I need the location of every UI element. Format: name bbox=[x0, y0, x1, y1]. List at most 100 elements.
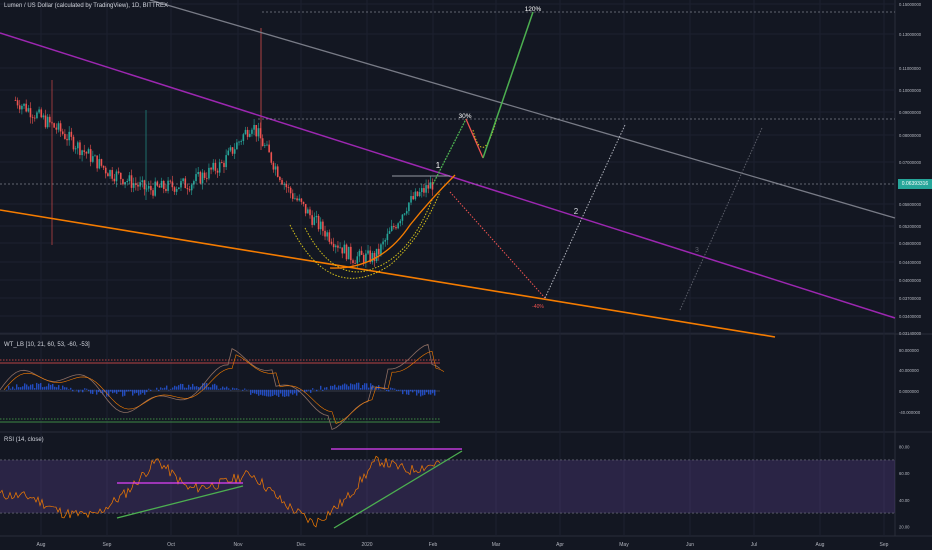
y-tick-label: 0.03400000 bbox=[899, 314, 922, 319]
candle-body bbox=[40, 109, 43, 118]
candle-body bbox=[113, 178, 116, 182]
current-price-tag: 0.06393316 bbox=[898, 179, 932, 189]
candle-body bbox=[304, 203, 307, 214]
wt-histogram-bar bbox=[78, 389, 80, 393]
candle-body bbox=[195, 174, 197, 182]
wt-histogram-bar bbox=[256, 389, 258, 395]
candle-body bbox=[83, 150, 86, 152]
candle-body bbox=[59, 123, 62, 132]
wt-y-tick-label: 0.0000000 bbox=[899, 389, 919, 394]
wave-label-1: 1 bbox=[436, 161, 441, 170]
wt-histogram-bar bbox=[190, 386, 192, 390]
candle-body bbox=[302, 201, 305, 204]
x-tick-label: Jun bbox=[686, 542, 694, 548]
candle-body bbox=[285, 183, 288, 188]
x-tick-label: Nov bbox=[234, 542, 243, 548]
candle-body bbox=[223, 162, 225, 168]
wt-histogram-bar bbox=[36, 382, 38, 390]
candle-body bbox=[279, 176, 281, 181]
wt-histogram-bar bbox=[388, 389, 390, 392]
candle-body bbox=[358, 250, 361, 257]
wt-histogram-bar bbox=[310, 389, 312, 393]
wt-histogram-bar bbox=[262, 389, 264, 396]
wt-histogram-bar bbox=[232, 387, 234, 390]
wt-histogram-bar bbox=[112, 389, 114, 394]
candle-body bbox=[203, 172, 206, 178]
candle-body bbox=[261, 138, 264, 147]
wt-histogram-bar bbox=[376, 386, 378, 390]
wt-histogram-bar bbox=[146, 389, 148, 393]
wt-histogram-bar bbox=[182, 384, 184, 390]
wt-histogram-bar bbox=[332, 385, 334, 390]
x-tick-label: Sep bbox=[880, 542, 889, 548]
wt-histogram-bar bbox=[84, 388, 86, 390]
wt-histogram-bar bbox=[150, 389, 152, 392]
candle-body bbox=[162, 180, 165, 189]
candle-body bbox=[420, 188, 423, 193]
candle-body bbox=[171, 181, 174, 188]
candle-body bbox=[330, 241, 333, 244]
wt-histogram-bar bbox=[252, 389, 254, 394]
candle-body bbox=[180, 181, 182, 188]
wt-histogram-bar bbox=[368, 387, 370, 390]
wt-histogram-bar bbox=[210, 387, 212, 390]
candle-body bbox=[362, 254, 365, 263]
candle-body bbox=[227, 150, 230, 156]
candle-body bbox=[154, 181, 156, 196]
candle-body bbox=[18, 105, 21, 110]
cup-curve-outer bbox=[289, 191, 441, 279]
wt-histogram-bar bbox=[290, 389, 292, 394]
wt-histogram-bar bbox=[204, 383, 206, 390]
wt-histogram-bar bbox=[142, 389, 144, 393]
wt-histogram-bar bbox=[270, 389, 272, 397]
wt-histogram-bar bbox=[410, 389, 412, 392]
rsi-band bbox=[0, 459, 895, 514]
wt-histogram-bar bbox=[172, 387, 174, 390]
wt-histogram-bar bbox=[306, 389, 308, 392]
candle-body bbox=[412, 196, 414, 200]
candle-body bbox=[98, 159, 101, 169]
candle-body bbox=[328, 232, 331, 242]
candle-body bbox=[307, 209, 309, 214]
y-tick-label: 0.08000000 bbox=[899, 133, 922, 138]
candle-body bbox=[216, 170, 219, 173]
gray-trendline bbox=[149, 0, 896, 219]
rsi-y-tick-label: 40.00 bbox=[899, 498, 910, 503]
wt-histogram-bar bbox=[164, 387, 166, 390]
wt-histogram-bar bbox=[14, 388, 16, 390]
candle-body bbox=[31, 117, 34, 119]
candle-body bbox=[283, 183, 285, 185]
wt-histogram-bar bbox=[134, 389, 136, 394]
candle-body bbox=[403, 213, 406, 215]
candle-body bbox=[25, 103, 27, 112]
candle-body bbox=[79, 142, 81, 156]
wt-histogram-bar bbox=[288, 389, 290, 397]
candle-body bbox=[408, 202, 410, 212]
rsi-y-tick-label: 20.00 bbox=[899, 524, 910, 529]
wt-histogram-bar bbox=[144, 389, 146, 395]
wt-histogram-bar bbox=[334, 384, 336, 390]
wt-histogram-bar bbox=[430, 389, 432, 395]
candle-body bbox=[410, 196, 412, 203]
candle-body bbox=[119, 172, 122, 180]
candle-body bbox=[143, 180, 146, 190]
candle-body bbox=[354, 262, 356, 264]
wt-histogram-bar bbox=[424, 389, 426, 395]
wt-histogram-bar bbox=[370, 383, 372, 390]
candle-body bbox=[218, 162, 221, 173]
candle-body bbox=[347, 246, 350, 260]
candle-body bbox=[274, 166, 277, 170]
candle-body bbox=[126, 181, 129, 183]
wt-histogram-bar bbox=[348, 386, 350, 390]
wt-histogram-bar bbox=[406, 389, 408, 395]
candle-body bbox=[212, 162, 215, 170]
candle-body bbox=[380, 244, 382, 255]
candle-body bbox=[373, 252, 376, 262]
wt-histogram-bar bbox=[96, 389, 98, 395]
candle-body bbox=[395, 227, 397, 229]
y-tick-label: 0.13000000 bbox=[899, 32, 922, 37]
cup-curve-inner bbox=[304, 199, 433, 273]
candle-body bbox=[135, 183, 137, 185]
candle-body bbox=[89, 149, 92, 162]
candle-body bbox=[369, 250, 371, 263]
